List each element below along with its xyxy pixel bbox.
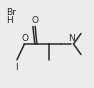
Text: Br: Br	[7, 8, 16, 17]
Text: I: I	[15, 63, 17, 72]
Text: H: H	[7, 16, 13, 25]
Text: O: O	[21, 34, 28, 43]
Text: O: O	[32, 16, 39, 25]
Text: N: N	[69, 34, 75, 43]
